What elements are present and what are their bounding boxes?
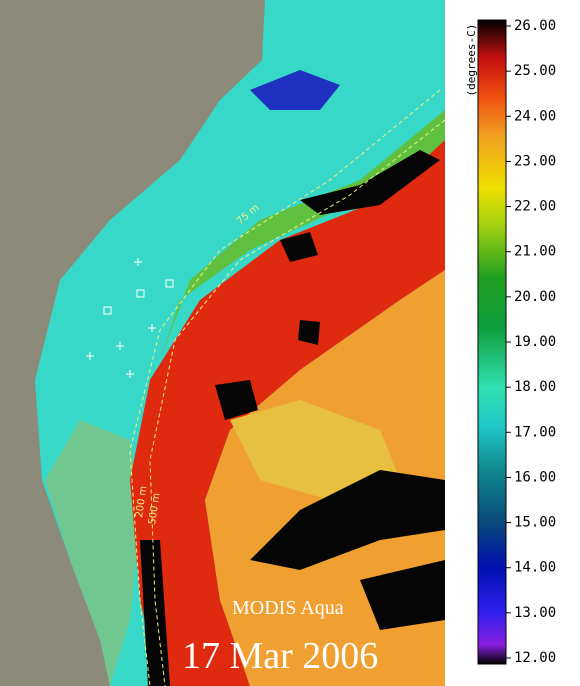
colorbar-tick-label: 24.00 bbox=[514, 108, 556, 124]
cold-patch bbox=[250, 70, 340, 110]
colorbar-tick-label: 13.00 bbox=[514, 605, 556, 621]
shelf-edge-water bbox=[160, 110, 445, 360]
colorbar-tick-label: 12.00 bbox=[514, 650, 556, 666]
colorbar-tick-label: 15.00 bbox=[514, 515, 556, 531]
colorbar-unit: (degrees-C) bbox=[465, 24, 478, 97]
colorbar-tick-label: 16.00 bbox=[514, 469, 556, 485]
nearshore-water bbox=[45, 420, 140, 686]
clouds bbox=[140, 150, 445, 686]
warm-eddy bbox=[230, 400, 400, 500]
isobath-label: 500 m bbox=[147, 492, 162, 525]
isobath-lines bbox=[129, 89, 446, 686]
colorbar-tick-label: 23.00 bbox=[514, 153, 556, 169]
colorbar-tick-label: 19.00 bbox=[514, 334, 556, 350]
colorbar-tick-label: 17.00 bbox=[514, 424, 556, 440]
colorbar-tick-label: 21.00 bbox=[514, 244, 556, 260]
colorbar-tick-label: 26.00 bbox=[514, 18, 556, 34]
map: 75 m 200 m 500 m MODIS Aqua 17 Mar 2006 bbox=[0, 0, 446, 686]
colorbar-tick-label: 25.00 bbox=[514, 63, 556, 79]
colorbar-tick-label: 14.00 bbox=[514, 560, 556, 576]
colorbar-tick-label: 18.00 bbox=[514, 379, 556, 395]
sensor-title: MODIS Aqua bbox=[232, 597, 344, 619]
date-label: 17 Mar 2006 bbox=[182, 635, 378, 677]
colorbar-tick-label: 22.00 bbox=[514, 199, 556, 215]
colorbar-tick-label: 20.00 bbox=[514, 289, 556, 305]
colorbar-scale bbox=[477, 19, 507, 665]
gulf-stream bbox=[130, 140, 445, 686]
station-markers bbox=[86, 258, 174, 378]
colorbar: (degrees-C) 26.00 25.00 24.00 23.00 22.00 21.… bbox=[465, 18, 556, 666]
isobath-label: 200 m bbox=[134, 485, 149, 518]
